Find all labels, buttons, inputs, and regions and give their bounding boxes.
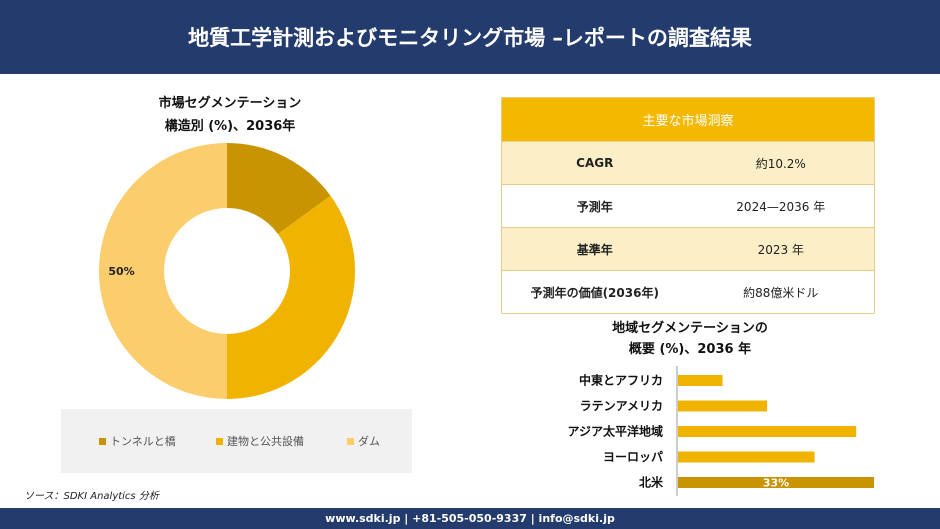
donut-slice-2 (227, 195, 355, 399)
bar-category-label: アジア太平洋地域 (567, 424, 663, 439)
page-footer: www.sdki.jp | +81-505-050-9337 | info@sd… (0, 508, 940, 529)
bar-3 (678, 426, 857, 437)
donut-chart-title: 市場セグメンテーション 構造別 (%)、2036年 (60, 92, 400, 138)
bar-category-label: 北米 (639, 475, 664, 490)
donut-title-line1: 市場セグメンテーション (158, 96, 302, 111)
table-row: CAGR 約10.2% (501, 141, 875, 185)
table-row: 基準年 2023 年 (501, 227, 875, 271)
legend-swatch (216, 437, 223, 445)
bar-data-label: 33% (763, 477, 789, 490)
bar-4 (678, 451, 815, 463)
table-value: 約10.2% (687, 141, 875, 185)
donut-slice-1 (227, 143, 331, 234)
donut-title-line2: 構造別 (%)、2036年 (164, 119, 296, 134)
legend-item: トンネルと橋 (99, 409, 176, 473)
bar-category-label: ヨーロッパ (603, 450, 663, 464)
bar-1 (678, 375, 723, 386)
bar-category-label: ラテンアメリカ (580, 399, 663, 413)
legend-label: 建物と公共設備 (227, 435, 304, 448)
donut-legend: トンネルと橋 建物と公共設備 ダム (61, 409, 412, 473)
donut-data-label: 50% (108, 265, 134, 278)
table-key: 予測年 (501, 184, 688, 228)
page-header: 地質工学計測およびモニタリング市場 –レポートの調査結果 (0, 0, 940, 74)
bar-title-line2: 概要 (%)、2036 年 (628, 342, 752, 357)
bar-title-line1: 地域セグメンテーションの (612, 321, 768, 336)
market-insights-table: 主要な市場洞察 CAGR 約10.2% 予測年 2024—2036 年 基準年 … (501, 97, 876, 314)
bar-chart-title: 地域セグメンテーションの 概要 (%)、2036 年 (540, 318, 840, 360)
legend-label: トンネルと橋 (110, 435, 176, 448)
legend-swatch (99, 437, 106, 445)
bar-2 (678, 400, 768, 412)
legend-label: ダム (358, 435, 380, 448)
source-note: ソース：SDKI Analytics 分析 (24, 491, 159, 502)
table-key: 予測年の価値(2036年) (501, 270, 688, 314)
donut-slice-3 (99, 143, 227, 399)
table-key: CAGR (501, 141, 688, 185)
legend-swatch (347, 437, 354, 445)
footer-contact: www.sdki.jp | +81-505-050-9337 | info@sd… (325, 512, 615, 525)
legend-item: 建物と公共設備 (216, 409, 304, 473)
table-value: 約88億米ドル (687, 270, 875, 314)
table-value: 2023 年 (687, 227, 875, 271)
legend-item: ダム (347, 409, 380, 473)
table-row: 予測年 2024—2036 年 (501, 184, 875, 228)
table-value: 2024—2036 年 (687, 184, 875, 228)
donut-chart: 50% (99, 143, 355, 399)
table-header: 主要な市場洞察 (501, 97, 875, 142)
page-title: 地質工学計測およびモニタリング市場 –レポートの調査結果 (188, 26, 752, 50)
table-row: 予測年の価値(2036年) 約88億米ドル (501, 270, 875, 314)
bar-category-label: 中東とアフリカ (579, 373, 663, 388)
bar-5 (678, 477, 874, 488)
table-key: 基準年 (501, 227, 688, 271)
